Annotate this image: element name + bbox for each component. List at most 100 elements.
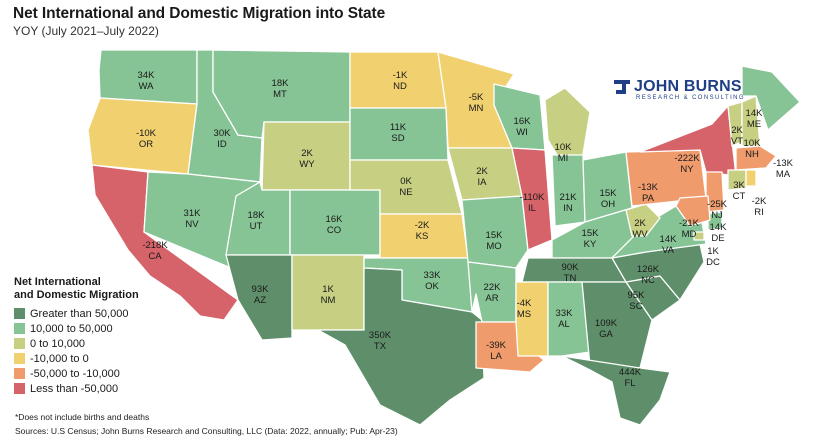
state-value: -4K (517, 298, 532, 309)
state-value: 18K (272, 78, 290, 89)
state-md (675, 195, 711, 227)
state-abbr: IN (563, 203, 573, 214)
state-label-wv: 2K WV (632, 218, 648, 240)
state-label-ks: -2K KS (415, 220, 430, 242)
state-value: 15K (600, 188, 618, 199)
legend-swatch (14, 308, 25, 319)
state-label-al: 33K AL (556, 308, 574, 330)
state-abbr: FL (624, 378, 635, 389)
state-value: 444K (619, 367, 642, 378)
state-abbr: WY (299, 159, 315, 170)
state-label-mn: -5K MN (469, 92, 484, 114)
jbrc-logo-icon (614, 80, 630, 94)
state-mo (461, 195, 529, 269)
state-label-tx: 350K TX (369, 330, 392, 352)
legend: Net International and Domestic Migration… (14, 276, 139, 396)
legend-swatch (14, 338, 25, 349)
map-title: Net International and Domestic Migration… (13, 5, 386, 22)
state-value: -222K (674, 153, 700, 164)
logo-subtitle: RESEARCH & CONSULTING (636, 95, 745, 101)
state-abbr: KY (584, 239, 597, 250)
state-label-me: 14K ME (746, 108, 764, 130)
state-value: 350K (369, 330, 392, 341)
state-label-mo: 15K MO (486, 230, 504, 252)
state-label-ia: 2K IA (476, 166, 488, 188)
state-fl (561, 355, 671, 426)
state-value: 18K (248, 210, 266, 221)
state-ct (727, 169, 747, 191)
state-value: 33K (556, 308, 574, 319)
state-abbr: KS (416, 231, 429, 242)
legend-title-line2: and Domestic Migration (14, 289, 139, 301)
state-al (547, 281, 591, 357)
state-abbr: TX (374, 341, 387, 352)
legend-swatch (14, 368, 25, 379)
state-abbr: MD (682, 229, 697, 240)
legend-item: 0 to 10,000 (14, 336, 139, 351)
state-abbr: NC (641, 275, 655, 286)
state-value: 0K (400, 176, 412, 187)
state-value: 34K (138, 70, 156, 81)
state-label-ny: -222K NY (674, 153, 700, 175)
state-abbr: GA (599, 329, 613, 340)
state-label-nd: -1K ND (393, 70, 408, 92)
state-abbr: AL (558, 319, 570, 330)
state-value: -21K (679, 218, 700, 229)
state-label-vt: 2K VT (731, 125, 744, 147)
state-ga (581, 281, 653, 369)
state-value: -25K (707, 199, 728, 210)
state-abbr: MO (486, 241, 501, 252)
state-value: -2K (752, 196, 767, 207)
state-abbr: DC (706, 257, 720, 268)
state-label-tn: 90K TN (562, 262, 580, 284)
state-abbr: MA (776, 169, 791, 180)
state-label-az: 93K AZ (252, 284, 270, 306)
state-il (511, 147, 553, 251)
state-label-or: -10K OR (136, 128, 157, 150)
state-value: 1K (322, 284, 334, 295)
state-value: -1K (393, 70, 408, 81)
state-abbr: RI (754, 207, 764, 218)
state-value: 126K (637, 264, 660, 275)
state-value: 16K (326, 214, 344, 225)
state-value: -218K (142, 240, 168, 251)
state-value: -39K (486, 340, 507, 351)
state-abbr: CO (327, 225, 341, 236)
state-abbr: OR (139, 139, 153, 150)
state-tx (317, 267, 485, 426)
state-label-ar: 22K AR (484, 282, 502, 304)
state-label-mt: 18K MT (272, 78, 290, 100)
state-abbr: ND (393, 81, 407, 92)
state-abbr: CA (148, 251, 162, 262)
state-label-nh: 10K NH (744, 138, 762, 160)
state-abbr: NV (185, 219, 199, 230)
source-note: Sources: U.S Census; John Burns Research… (15, 426, 398, 436)
state-value: 2K (731, 125, 743, 136)
legend-swatch (14, 383, 25, 394)
legend-item: -50,000 to -10,000 (14, 366, 139, 381)
state-label-md: -21K MD (679, 218, 700, 240)
state-abbr: NY (680, 164, 694, 175)
state-label-dc: 1K DC (706, 246, 720, 268)
state-az (225, 254, 293, 341)
state-value: 16K (514, 116, 532, 127)
state-or (87, 97, 198, 175)
state-value: 22K (484, 282, 502, 293)
state-label-nj: -25K NJ (707, 199, 728, 221)
state-value: 2K (476, 166, 488, 177)
state-abbr: LA (490, 351, 502, 362)
state-ms (515, 281, 549, 357)
state-dc (693, 231, 705, 241)
state-label-co: 16K CO (326, 214, 344, 236)
state-abbr: OK (425, 281, 439, 292)
state-shapes (87, 49, 801, 426)
state-value: 2K (634, 218, 646, 229)
legend-label: -50,000 to -10,000 (30, 367, 120, 380)
state-value: -110K (520, 192, 545, 203)
state-abbr: IA (478, 177, 488, 188)
state-value: 30K (214, 128, 232, 139)
state-label-ne: 0K NE (399, 176, 412, 198)
legend-swatch (14, 353, 25, 364)
state-value: -10K (136, 128, 157, 139)
state-abbr: NM (321, 295, 336, 306)
